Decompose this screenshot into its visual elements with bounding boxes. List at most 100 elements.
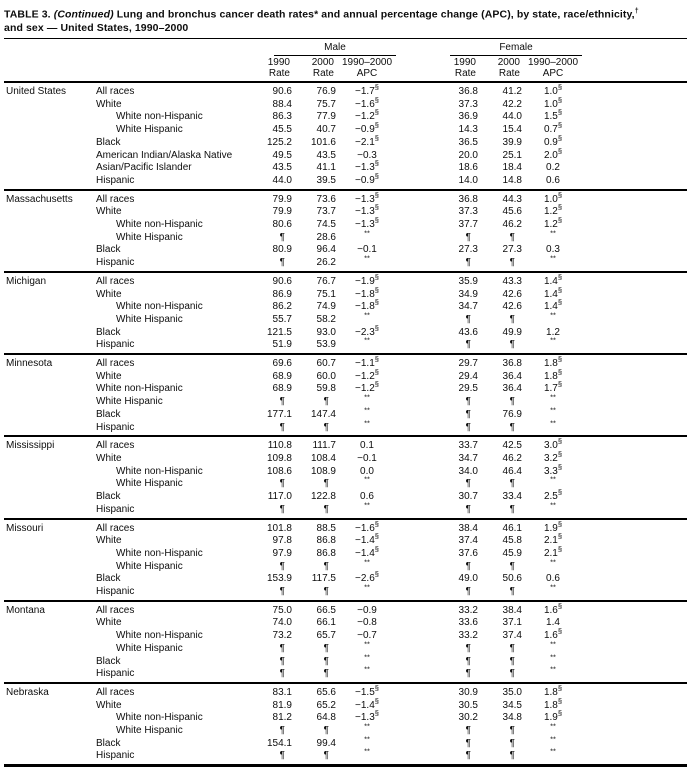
row-filler-cell — [582, 82, 687, 99]
apc-value: −1.4 — [355, 535, 375, 547]
male-apc-cell: 0.6 — [338, 491, 396, 504]
column-gap-cell — [396, 656, 436, 669]
apc-footnote-marker: § — [374, 323, 379, 333]
male-2000-rate-cell: 39.5 — [316, 174, 336, 186]
apc-footnote-marker: ** — [364, 418, 370, 428]
apc-footnote-marker: § — [374, 285, 379, 295]
row-filler-cell — [582, 232, 687, 245]
column-gap-cell — [396, 466, 436, 479]
male-2000-rate-cell: 64.8 — [316, 712, 336, 724]
female-1990-rate-column-header: 1990 Rate — [436, 56, 480, 83]
table-row: Hispanic ¶ 26.2 ** ¶ ¶ ** — [4, 255, 687, 272]
male-2000-rate-cell: 101.6 — [310, 136, 336, 148]
female-2000-rate-cell: 45.8 — [502, 535, 522, 547]
male-2000-rate-column-header: 2000 Rate — [294, 56, 338, 83]
race-ethnicity-label-cell: White Hispanic — [116, 560, 183, 572]
title-dagger-footnote-marker: † — [634, 8, 639, 15]
state-block: Michigan All races 90.6 76.7 −1.9§ 35.9 43.3 1.… — [4, 271, 687, 354]
apc-value: 1.9 — [543, 712, 558, 724]
apc-value: 0.6 — [546, 174, 560, 186]
apc-footnote-marker: § — [557, 380, 563, 390]
race-ethnicity-label-cell: White — [96, 452, 122, 464]
table-row: White non-Hispanic 86.3 77.9 −1.2§ 36.9 44.0 1… — [4, 109, 687, 124]
state-name-cell — [4, 371, 94, 384]
female-apc-cell: ** — [524, 666, 582, 683]
state-name-cell — [4, 504, 94, 519]
male-2000-rate-cell: 26.2 — [316, 257, 336, 269]
female-apc-cell: 0.7§ — [524, 122, 582, 137]
table-row: White non-Hispanic 108.6 108.9 0.0 34.0 46.4 3… — [4, 463, 687, 479]
row-filler-cell — [582, 548, 687, 561]
column-gap-cell — [396, 257, 436, 272]
male-apc-cell: −0.9 — [338, 601, 396, 618]
female-1990-rate-cell: 37.6 — [458, 547, 478, 559]
state-name-cell: Nebraska — [6, 686, 49, 698]
apc-footnote-marker: ** — [550, 734, 556, 744]
state-block: Missouri All races 101.8 88.5 −1.6§ 38.4 46.1 1… — [4, 518, 687, 601]
row-filler-cell — [582, 272, 687, 289]
female-apc-cell: 2.5§ — [524, 489, 582, 504]
apc-footnote-marker: § — [374, 171, 379, 181]
female-apc-cell: ** — [524, 640, 582, 656]
column-gap-cell — [396, 289, 436, 302]
race-ethnicity-label-cell: White Hispanic — [96, 396, 163, 408]
race-ethnicity-label-cell: All races — [96, 522, 135, 534]
state-name-cell — [4, 738, 94, 751]
male-1990-rate-cell: 108.6 — [266, 465, 292, 477]
male-1990-rate-cell: 153.9 — [266, 573, 292, 585]
female-apc-cell: ** — [524, 653, 582, 669]
row-filler-cell — [582, 175, 687, 190]
apc-footnote-marker: § — [374, 709, 379, 719]
apc-value: −1.3 — [355, 712, 375, 724]
female-2000-rate-cell: 35.0 — [502, 686, 522, 698]
apc-footnote-marker: § — [374, 272, 379, 282]
apc-footnote-marker: ** — [364, 582, 370, 592]
table-row: Michigan All races 90.6 76.7 −1.9§ 35.9 43.3 1.… — [4, 272, 687, 289]
apc-value: −0.9 — [355, 124, 375, 136]
female-apc-cell: 3.3§ — [524, 463, 582, 479]
female-2000-rate-cell: 38.4 — [502, 604, 522, 616]
row-filler-cell — [582, 436, 687, 453]
apc-value: −1.8 — [355, 301, 375, 313]
apc-footnote-marker: ** — [550, 418, 556, 428]
male-apc-cell: ** — [338, 722, 396, 738]
male-1990-rate-cell: ¶ — [279, 750, 285, 762]
table-row: White Hispanic 55.7 58.2 ** ¶ ¶ ** — [4, 311, 687, 327]
female-2000-rate-cell: ¶ — [509, 737, 515, 749]
male-1990-rate-cell: 68.9 — [272, 370, 292, 382]
state-name-cell — [4, 586, 94, 601]
female-2000-rate-cell: 42.6 — [502, 288, 522, 300]
column-gap-cell — [396, 272, 436, 289]
female-1990-rate-cell: 49.0 — [458, 573, 478, 585]
female-apc-cell: ** — [524, 419, 582, 437]
apc-footnote-marker: § — [557, 82, 563, 92]
male-2000-rate-cell: 111.7 — [312, 440, 336, 452]
state-name-cell — [4, 244, 94, 257]
male-1990-rate-cell: 101.8 — [266, 522, 292, 534]
male-apc-cell: −2.6§ — [338, 571, 396, 586]
table-row: American Indian/Alaska Native 49.5 43.5 −0.… — [4, 147, 687, 163]
female-2000-rate-cell: 36.8 — [502, 358, 522, 370]
column-gap-cell — [396, 491, 436, 504]
male-apc-cell: −1.8§ — [338, 286, 396, 302]
row-filler-cell — [582, 453, 687, 466]
female-apc-cell: 2.1§ — [524, 545, 582, 561]
column-gap-cell — [396, 700, 436, 713]
male-2000-rate-cell: ¶ — [323, 560, 329, 572]
male-1990-rate-cell: 45.5 — [272, 124, 292, 136]
table-row: White 109.8 108.4 −0.1 34.7 46.2 3.2§ — [4, 450, 687, 466]
female-1990-rate-cell: 18.6 — [458, 162, 478, 174]
apc-value: 2.5 — [543, 491, 558, 503]
column-gap-cell — [396, 750, 436, 765]
female-apc-cell: 0.2 — [524, 162, 582, 175]
column-gap-cell — [396, 162, 436, 175]
column-header-year: 1990 — [453, 57, 476, 68]
state-block: Montana All races 75.0 66.5 −0.9 33.2 38.4 1.6§… — [4, 600, 687, 683]
apc-value: −1.1 — [355, 358, 375, 370]
male-apc-cell: −0.1 — [338, 244, 396, 257]
table-row: Asian/Pacific Islander 43.5 41.1 −1.3§ 18.6 1… — [4, 160, 687, 175]
apc-value: 2.1 — [543, 535, 558, 547]
male-1990-rate-cell: 81.2 — [272, 712, 292, 724]
male-apc-cell: ** — [338, 501, 396, 519]
race-ethnicity-label-cell: All races — [96, 193, 135, 205]
